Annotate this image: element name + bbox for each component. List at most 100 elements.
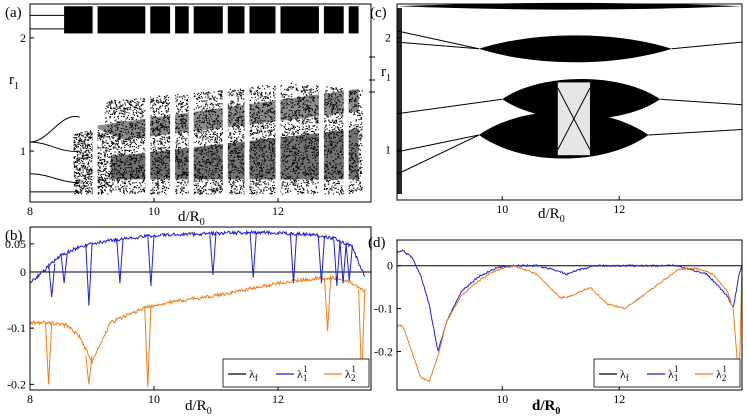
panel-b-legend-label: λf — [249, 367, 258, 383]
panel-b-legend-box — [222, 358, 370, 388]
panel-b-xtick-label: 8 — [27, 392, 33, 406]
panel-d-series-λ11 — [396, 249, 743, 353]
panel-b-xlabel: d/R0 — [185, 398, 212, 417]
panel-b-dip — [85, 355, 93, 385]
panel-b-legend-label: λ11 — [297, 364, 308, 383]
panel-b-dip — [324, 277, 332, 332]
panel-b: 8 10 12 0.05 0 -0.1 -0.2 (b) λf λ11 λ21 d/R0 — [5, 226, 372, 417]
panel-a-attractor — [29, 4, 375, 202]
panel-b-dip — [48, 263, 56, 298]
panel-a-window — [92, 4, 98, 202]
panel-b-dip — [333, 239, 341, 287]
panel-c-left-strip — [397, 8, 402, 194]
panel-b-dip — [249, 232, 257, 278]
panel-c-xtick-label: 12 — [613, 202, 625, 216]
panel-b-series-λ11 — [29, 229, 366, 284]
panel-a-ytick-label: 1 — [20, 144, 26, 158]
panel-b-xtick-label: 10 — [148, 392, 160, 406]
panel-c-ytick-label: 2 — [385, 31, 391, 45]
panel-c-branch — [660, 98, 743, 106]
panel-c-label: (c) — [370, 5, 387, 21]
panel-b-ytick-label: 0.05 — [5, 237, 26, 251]
panel-a-window — [244, 4, 250, 202]
panel-a-ytick-label: 2 — [20, 31, 26, 45]
panel-a-xlabel: d/R0 — [178, 209, 205, 228]
panel-b-series-λ12 — [29, 274, 365, 365]
panel-d-legend-label: λ21 — [716, 364, 727, 383]
panel-c-branch — [396, 134, 480, 175]
panel-d-legend-label: λf — [620, 367, 629, 383]
panel-d-legend-label: λ11 — [668, 364, 679, 383]
panel-a-ylabel: r1 — [9, 72, 19, 92]
panel-c-ytick-label: 1 — [385, 143, 391, 157]
panel-c-branch — [396, 98, 503, 115]
panel-c-ylabel: r1 — [381, 64, 391, 84]
panel-a-frame — [29, 3, 372, 203]
panel-d-lyapunov-lines — [396, 249, 743, 384]
panel-b-dip — [60, 253, 68, 284]
panel-b-ticks: 8 10 12 0.05 0 -0.1 -0.2 — [5, 237, 284, 406]
panel-a-window — [343, 4, 349, 202]
panel-d-label: (d) — [368, 235, 386, 251]
panel-c-xtick-label: 10 — [496, 202, 508, 216]
panel-d-xtick-label: 10 — [496, 392, 508, 406]
panel-d-ytick-label: -0.1 — [374, 302, 393, 316]
panel-d-legend-box — [593, 358, 741, 388]
panel-b-dip — [289, 233, 298, 284]
panel-a-branch — [29, 141, 80, 152]
panel-a-branch — [29, 116, 80, 143]
panel-b-dip — [147, 235, 155, 287]
panel-d-frame — [396, 239, 743, 391]
panel-b-legend: λf λ11 λ21 — [222, 358, 370, 388]
panel-a-upper-band — [64, 6, 359, 34]
panel-a-xtick-label: 8 — [27, 204, 33, 218]
panel-d-xtick-label: 12 — [613, 392, 625, 406]
panel-a-window — [188, 4, 194, 202]
panel-a-window — [222, 4, 228, 202]
panel-b-label: (b) — [5, 228, 23, 244]
panel-c-branch — [396, 41, 479, 50]
panel-d-legend: λf λ11 λ21 — [593, 358, 741, 388]
panel-d-series-λ12 — [396, 264, 743, 384]
panel-a-xtick-label: 10 — [148, 204, 160, 218]
panel-b-lyapunov-lines — [29, 229, 371, 388]
panel-b-xtick-label: 12 — [272, 392, 284, 406]
panel-b-legend-label: λ21 — [345, 364, 356, 383]
panel-b-ytick-label: -0.2 — [7, 377, 26, 391]
panel-c-frame — [396, 3, 743, 201]
panel-c-branch — [396, 30, 479, 50]
panel-c-window-lines — [557, 87, 591, 150]
panel-c-attractor — [396, 2, 743, 194]
panel-c-xlabel: d/R0 — [538, 206, 565, 225]
panel-b-dip — [339, 242, 347, 284]
panel-b-ytick-label: 0 — [20, 265, 26, 279]
panel-a-xtick-label: 12 — [272, 204, 284, 218]
panel-b-ytick-label: -0.1 — [7, 321, 26, 335]
panel-a-window — [275, 4, 281, 202]
panel-a-window — [145, 4, 151, 202]
panel-b-dip — [144, 306, 152, 388]
panel-a-window — [318, 4, 324, 202]
panel-d: 10 12 0 -0.1 -0.2 (d) λf λ11 λ21 d/R0 — [368, 235, 743, 417]
panel-c-branch — [671, 41, 743, 50]
panel-c-branch — [396, 134, 479, 153]
panel-a-window — [170, 4, 176, 202]
panel-d-xlabel: d/R0 — [532, 398, 560, 417]
panel-c-branch — [648, 128, 743, 136]
panel-b-dip — [345, 245, 353, 281]
panel-b-dip — [85, 244, 93, 306]
panel-c-upper-lens — [478, 35, 672, 63]
panel-b-dip — [209, 233, 217, 275]
panel-b-dip — [116, 239, 124, 284]
panel-c-upper-top — [397, 2, 742, 10]
panel-d-ytick-label: 0 — [387, 259, 393, 273]
panel-a-branch — [29, 173, 80, 184]
panel-d-ytick-label: -0.2 — [374, 344, 393, 358]
panel-b-frame — [29, 226, 372, 391]
panel-a-label: (a) — [5, 5, 22, 21]
